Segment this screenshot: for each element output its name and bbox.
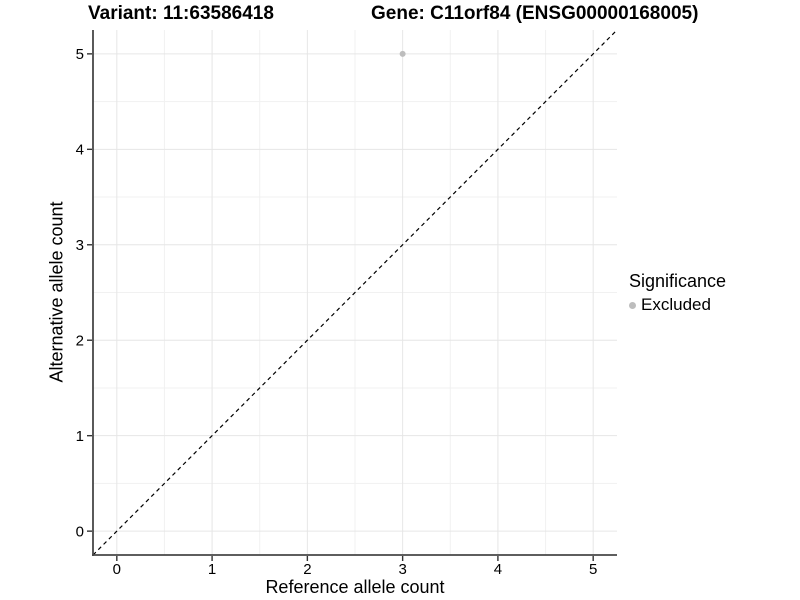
legend-dot-icon [629, 301, 636, 309]
svg-text:1: 1 [76, 428, 84, 445]
svg-text:0: 0 [76, 523, 84, 540]
svg-text:4: 4 [76, 142, 84, 159]
svg-text:1: 1 [208, 561, 216, 578]
plot-title-variant: Variant: 11:63586418 [88, 3, 274, 24]
x-axis-title: Reference allele count [265, 577, 445, 597]
svg-text:0: 0 [113, 561, 121, 578]
axis-lines [92, 30, 617, 556]
svg-text:3: 3 [398, 561, 406, 578]
y-axis-title: Alternative allele count [46, 201, 67, 383]
plot-title-gene: Gene: C11orf84 (ENSG00000168005) [371, 3, 699, 24]
legend-item-label: Excluded [641, 295, 711, 314]
identity-line [92, 29, 618, 556]
svg-text:2: 2 [76, 332, 84, 349]
svg-text:5: 5 [76, 46, 84, 63]
data-points [399, 50, 406, 57]
svg-text:4: 4 [494, 561, 502, 578]
legend-title: Significance [629, 271, 727, 291]
axis-ticks [87, 53, 594, 561]
svg-text:3: 3 [76, 237, 84, 254]
gridlines-minor [93, 30, 617, 555]
data-point [399, 50, 406, 57]
gridlines-major [93, 30, 617, 555]
svg-text:5: 5 [589, 561, 597, 578]
legend-item-excluded: Excluded [629, 295, 726, 315]
tick-labels: 0 1 2 3 4 5 0 1 2 3 4 5 [76, 46, 598, 578]
legend: Significance Excluded [629, 271, 726, 315]
svg-text:2: 2 [303, 561, 311, 578]
